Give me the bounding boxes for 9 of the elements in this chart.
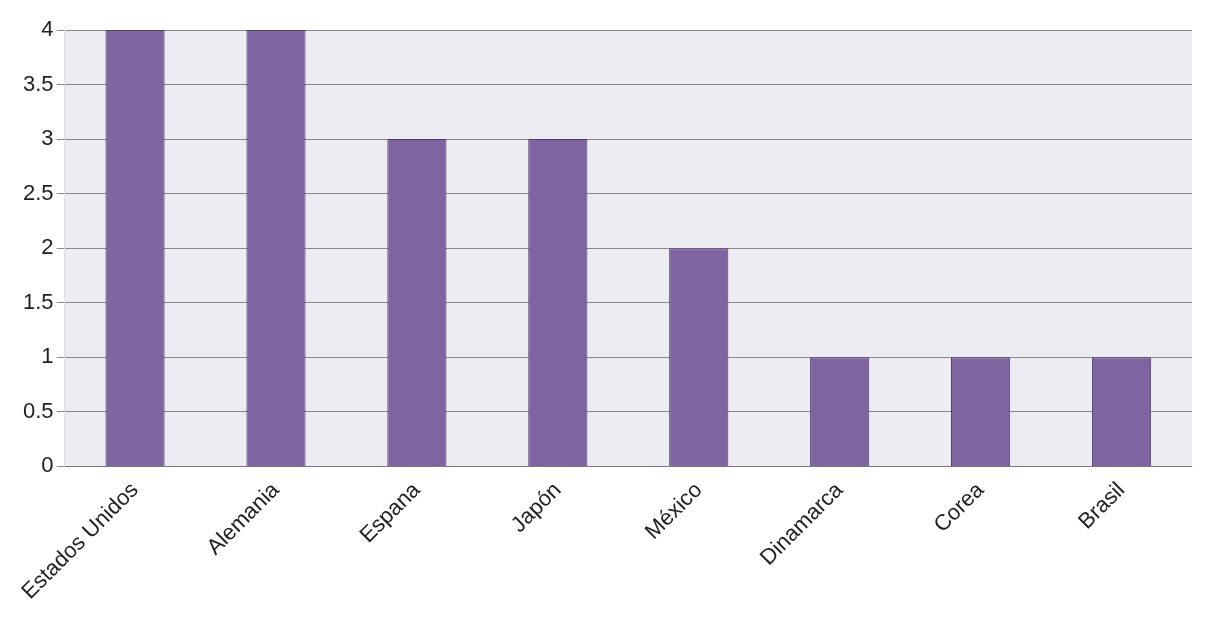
y-tick-label: 1.5	[22, 288, 54, 314]
y-tick-label: 0.5	[22, 397, 54, 423]
y-tick-label: 3	[41, 125, 54, 151]
y-tick-label: 0	[41, 452, 54, 478]
y-tick-label: 3.5	[22, 70, 54, 96]
y-tick-label: 1	[41, 343, 54, 369]
y-tick-label: 4	[41, 16, 54, 42]
y-tick-label: 2	[41, 234, 54, 260]
y-tick-label: 2.5	[22, 179, 54, 205]
